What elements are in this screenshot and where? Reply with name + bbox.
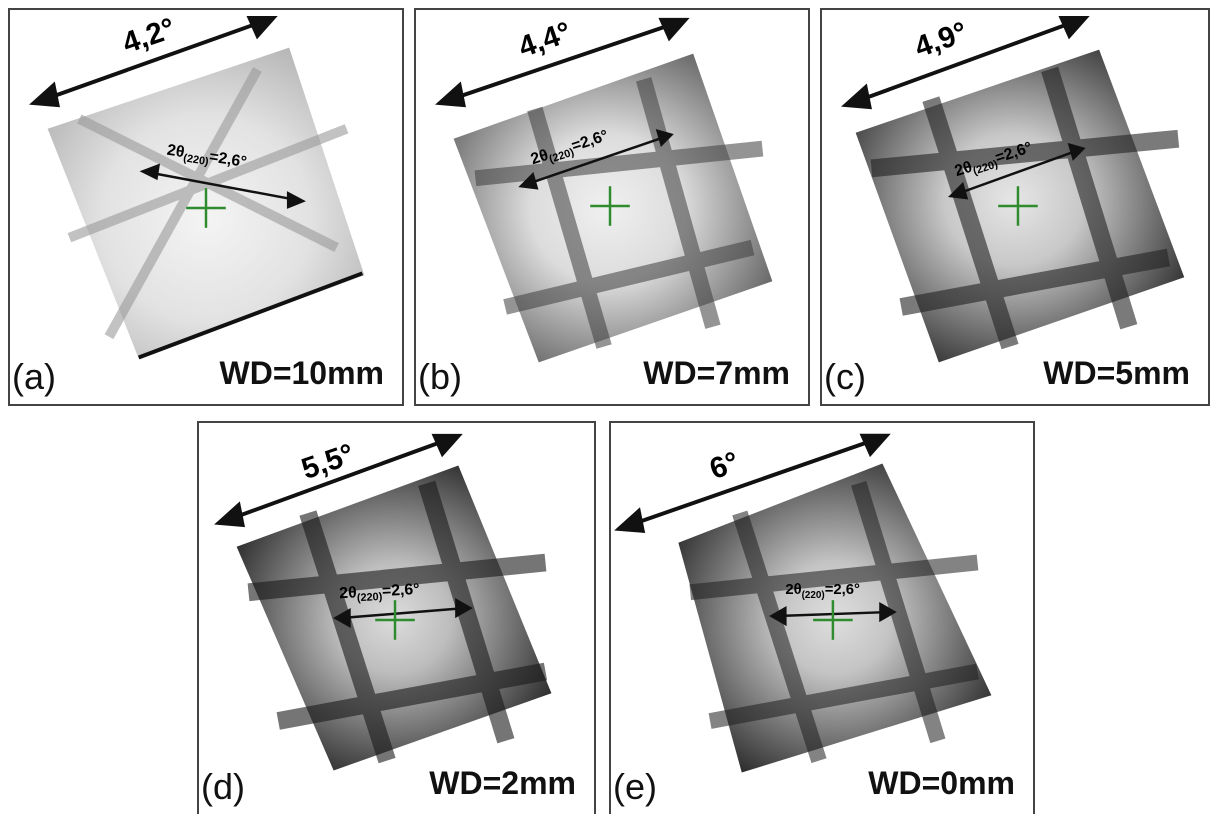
panel-d: 5,5° 2θ(220)=2,6° (d) WD=2mm [197, 421, 596, 814]
inner-label: 2θ(220)=2,6° [165, 142, 247, 174]
crosshair-icon [186, 188, 226, 228]
wd-label: WD=7mm [643, 355, 790, 391]
panel-c: 4,9° 2θ(220)=2,6° (c) WD=5mm [820, 8, 1210, 406]
inner-arrow [518, 128, 674, 190]
angle-arrow [214, 433, 463, 528]
panel-e: 6° 2θ(220)=2,6° (e) WD=0mm [609, 421, 1035, 814]
crosshair-icon [375, 600, 415, 640]
angle-arrow [841, 15, 1090, 110]
panel-b: 4,4° 2θ(220)=2,6° (b) WD=7mm [414, 8, 810, 406]
pattern-image [453, 53, 773, 363]
pattern-b: 4,4° 2θ(220)=2,6° [435, 16, 773, 363]
pattern-d: 5,5° 2θ(220)=2,6° [214, 433, 552, 771]
wd-label: WD=5mm [1043, 355, 1190, 391]
angle-label: 6° [706, 445, 744, 485]
angle-label: 4,4° [514, 16, 575, 65]
inner-label: 2θ(220)=2,6° [339, 581, 420, 605]
panel-tag: (c) [824, 356, 866, 397]
inner-label: 2θ(220)=2,6° [785, 582, 860, 601]
kikuchi-bands [247, 480, 548, 764]
angle-arrow [29, 15, 278, 108]
inner-arrow [948, 142, 1086, 200]
panel-tag: (d) [201, 766, 245, 807]
kikuchi-bands [689, 480, 979, 764]
wd-label: WD=10mm [219, 355, 385, 391]
panel-tag: (e) [613, 766, 657, 807]
inner-arrow [139, 163, 306, 209]
angle-arrow [435, 17, 690, 108]
crosshair-icon [590, 186, 630, 226]
angle-label: 5,5° [297, 438, 358, 487]
crosshair-icon [813, 600, 853, 640]
wd-label: WD=0mm [868, 765, 1015, 801]
inner-arrow [333, 598, 473, 629]
pattern-a: 4,2° 2θ(220)=2,6° [29, 12, 365, 360]
angle-arrow [614, 433, 891, 534]
crosshair-icon [998, 186, 1038, 226]
bottom-edge [137, 271, 364, 360]
panel-tag: (b) [418, 356, 462, 397]
kikuchi-bands [474, 77, 764, 349]
kikuchi-bands [870, 66, 1180, 350]
pattern-e: 6° 2θ(220)=2,6° [614, 433, 992, 773]
wd-label: WD=2mm [429, 765, 576, 801]
panel-tag: (a) [12, 356, 56, 397]
pattern-c: 4,9° 2θ(220)=2,6° [841, 15, 1185, 363]
angle-label: 4,9° [911, 16, 972, 65]
panel-a: 4,2° 2θ(220)=2,6° (a) WD=10mm [8, 8, 404, 406]
